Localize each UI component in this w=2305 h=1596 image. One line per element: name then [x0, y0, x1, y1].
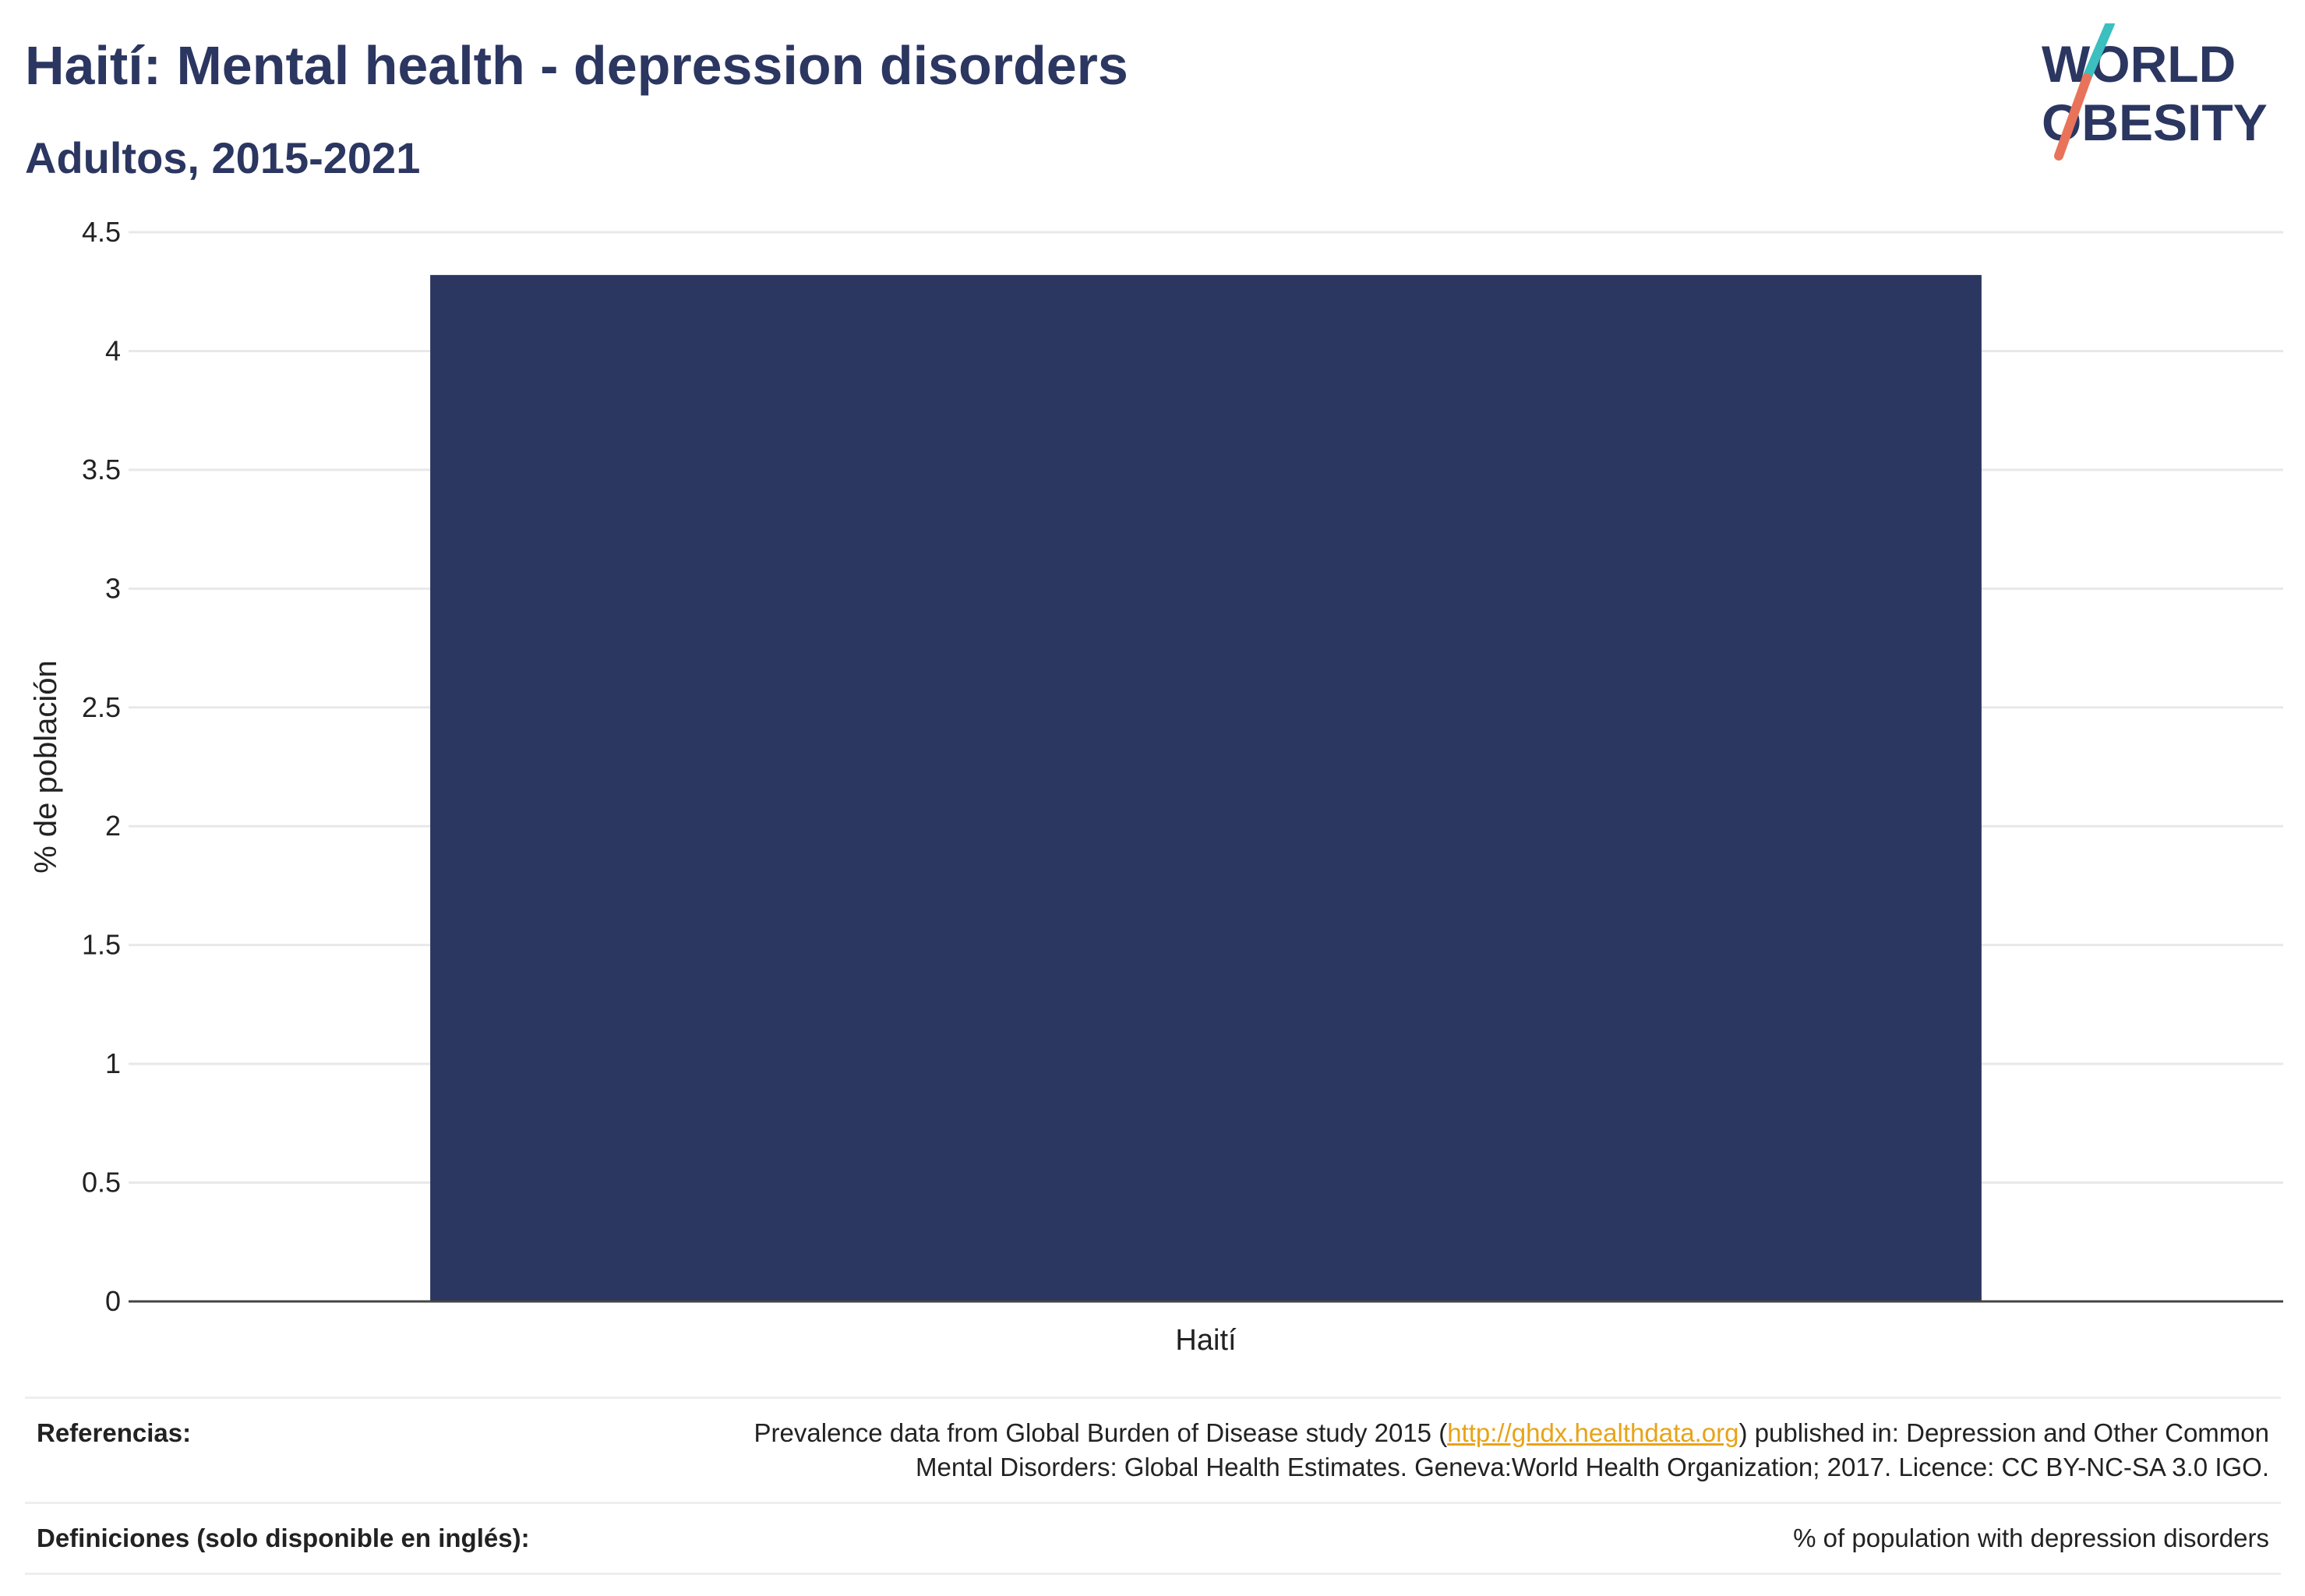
bar-chart: 0 0.5 1 1.5 2 2.5 3 3.5 4 4.5 Haití % de población: [29, 216, 2283, 1357]
definitions-label: Definiciones (solo disponible en inglés)…: [37, 1524, 530, 1552]
bar: [430, 274, 1982, 1301]
references-text-line2: Mental Disorders: Global Health Estimate…: [916, 1453, 2269, 1481]
y-tick-label: 0: [105, 1285, 121, 1317]
y-tick-label: 2: [105, 810, 121, 842]
logo-slash-coral: [2054, 73, 2091, 161]
logo-slash-teal: [2082, 23, 2115, 83]
y-axis-label: % de población: [29, 660, 63, 874]
chart-subtitle: Adultos, 2015-2021: [25, 133, 421, 182]
chart-title: Haití: Mental health - depression disord…: [25, 35, 1128, 96]
y-tick-label: 1.5: [82, 929, 121, 961]
y-tick-label: 0.5: [82, 1167, 121, 1199]
definitions-text: % of population with depression disorder…: [1793, 1524, 2269, 1552]
definitions-row: Definiciones (solo disponible en inglés)…: [25, 1504, 2281, 1573]
divider: [25, 1502, 2281, 1504]
references-text: Prevalence data from Global Burden of Di…: [754, 1416, 2269, 1485]
y-tick-label: 3: [105, 572, 121, 604]
y-tick-label: 4: [105, 334, 121, 366]
divider: [25, 1396, 2281, 1399]
references-row: Referencias: Prevalence data from Global…: [25, 1399, 2281, 1502]
x-tick-label: Haití: [1175, 1324, 1237, 1357]
references-table: Referencias: Prevalence data from Global…: [25, 1396, 2281, 1575]
logo-line1: WORLD: [2042, 35, 2236, 93]
references-text-before: Prevalence data from Global Burden of Di…: [754, 1418, 1448, 1447]
divider: [25, 1573, 2281, 1575]
references-link[interactable]: http://ghdx.healthdata.org: [1447, 1418, 1739, 1447]
references-text-after: ) published in: Depression and Other Com…: [1738, 1418, 2269, 1447]
y-tick-label: 1: [105, 1047, 121, 1079]
references-label: Referencias:: [37, 1418, 192, 1447]
y-tick-label: 3.5: [82, 454, 121, 486]
y-tick-label: 4.5: [82, 216, 121, 248]
world-obesity-logo: WORLD OBESITY: [2042, 23, 2268, 161]
y-tick-label: 2.5: [82, 691, 121, 723]
